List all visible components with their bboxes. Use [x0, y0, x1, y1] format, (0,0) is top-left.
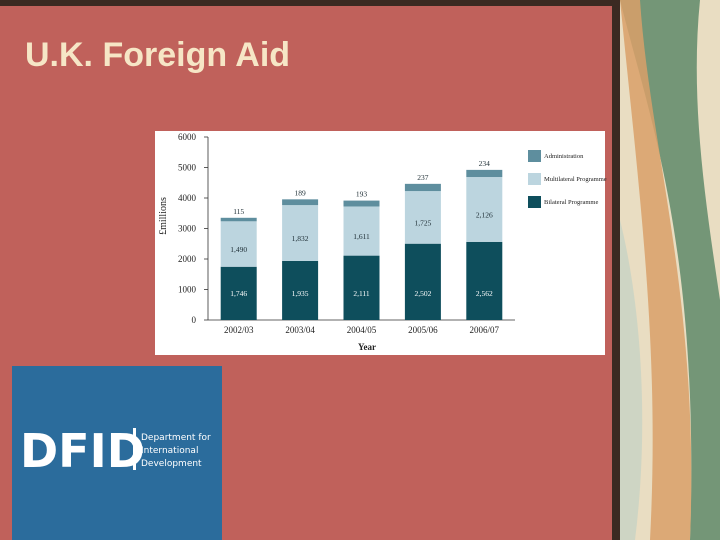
value-label: 1,746 — [230, 289, 247, 298]
value-label: 193 — [356, 190, 368, 199]
bar-segment — [220, 217, 257, 222]
x-tick-label: 2006/07 — [470, 325, 500, 335]
logo-acronym: DFID — [20, 424, 145, 478]
value-label: 237 — [417, 173, 429, 182]
logo-background — [12, 366, 222, 540]
legend-swatch — [528, 196, 541, 208]
y-tick-label: 3000 — [178, 224, 197, 234]
bar-segment — [404, 191, 441, 244]
bar-segment — [282, 260, 319, 320]
y-tick-label: 0 — [192, 315, 197, 325]
bar-segment — [466, 177, 503, 242]
y-tick-label: 6000 — [178, 132, 197, 142]
value-label: 1,725 — [414, 218, 431, 227]
legend-swatch — [528, 150, 541, 162]
value-label: 2,111 — [353, 289, 370, 298]
value-label: 2,126 — [476, 210, 493, 219]
legend-swatch — [528, 173, 541, 185]
legend-label: Administration — [544, 153, 584, 160]
value-label: 234 — [479, 159, 491, 168]
y-tick-label: 5000 — [178, 163, 197, 173]
x-tick-label: 2002/03 — [224, 325, 254, 335]
slide-title: U.K. Foreign Aid — [25, 36, 290, 74]
bar-segment — [282, 205, 319, 261]
bar-segment — [343, 200, 380, 207]
chart: £millions Year 0 1000 2000 3000 4000 5000 6000… — [158, 132, 607, 352]
bar-segment — [466, 241, 503, 320]
x-tick-label: 2003/04 — [285, 325, 315, 335]
logo-divider — [133, 428, 136, 470]
y-tick-label: 1000 — [178, 285, 197, 295]
x-axis-label: Year — [358, 342, 376, 352]
bar-segment — [220, 266, 257, 320]
logo-line: International — [141, 446, 198, 456]
bar-segment — [466, 169, 503, 178]
bar-segment — [343, 206, 380, 256]
y-tick-label: 4000 — [178, 193, 197, 203]
value-label: 189 — [294, 188, 306, 197]
bar-segment — [220, 221, 257, 267]
x-tick-label: 2005/06 — [408, 325, 438, 335]
value-label: 2,562 — [476, 289, 493, 298]
bar-segment — [404, 183, 441, 192]
y-tick-label: 2000 — [178, 254, 197, 264]
decor-strip — [612, 0, 720, 540]
bar-segment — [404, 243, 441, 320]
value-label: 1,611 — [353, 232, 370, 241]
legend-label: Multilateral Programme — [544, 176, 607, 183]
bar-segment — [343, 255, 380, 320]
value-label: 1,935 — [292, 289, 309, 298]
value-label: 1,832 — [292, 234, 309, 243]
legend-label: Bilateral Programme — [544, 199, 598, 206]
y-axis-label: £millions — [158, 197, 169, 235]
logo-line: Department for — [141, 433, 211, 443]
x-tick-label: 2004/05 — [347, 325, 377, 335]
value-label: 115 — [233, 207, 244, 216]
logo-line: Development — [141, 459, 202, 469]
top-border — [0, 0, 720, 6]
value-label: 1,490 — [230, 245, 247, 254]
value-label: 2,502 — [414, 289, 431, 298]
bar-segment — [282, 199, 319, 206]
